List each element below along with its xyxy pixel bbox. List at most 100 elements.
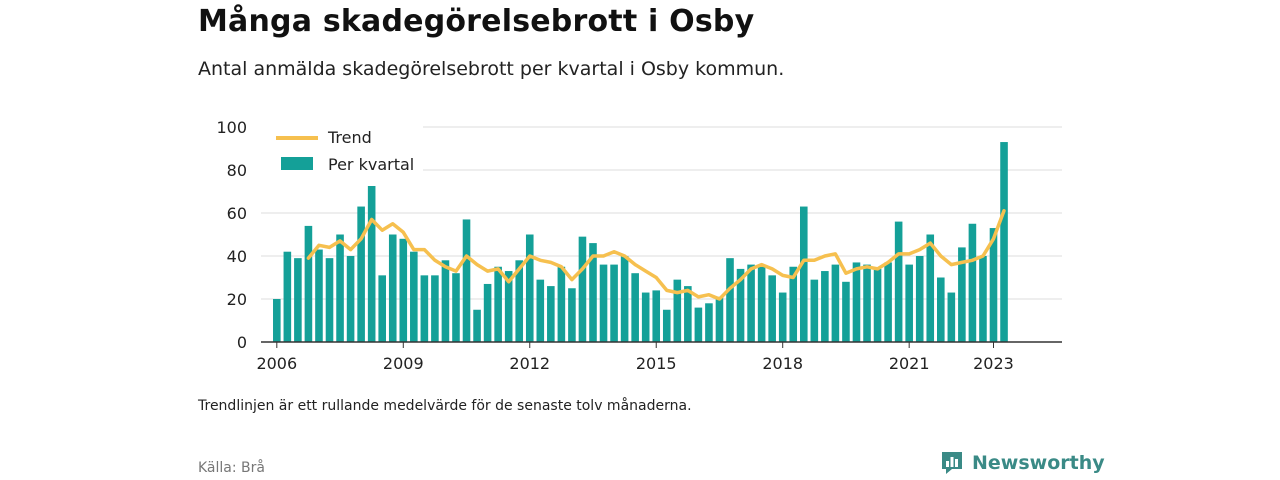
legend-bar-label: Per kvartal <box>328 155 414 174</box>
bar <box>747 264 755 342</box>
legend-trend-label: Trend <box>327 128 372 147</box>
bar <box>410 251 418 342</box>
bar <box>937 277 945 342</box>
bar <box>431 275 439 342</box>
bar <box>525 234 534 342</box>
bar <box>736 268 745 342</box>
bar <box>905 264 913 342</box>
bar <box>757 266 766 342</box>
bar <box>441 260 450 342</box>
bar <box>989 228 998 342</box>
bar <box>915 256 924 342</box>
bar <box>462 219 471 342</box>
bar <box>452 273 460 342</box>
bar <box>568 288 576 342</box>
bar <box>789 266 798 342</box>
y-tick-label: 60 <box>227 204 247 223</box>
bar <box>315 249 323 342</box>
bar <box>294 258 302 342</box>
x-tick-label: 2012 <box>509 354 550 373</box>
bar <box>357 206 365 342</box>
bar <box>367 185 376 342</box>
bar <box>831 264 840 342</box>
bar <box>715 296 724 342</box>
bar <box>304 225 313 342</box>
bar <box>694 307 703 342</box>
bar <box>483 283 492 342</box>
bar <box>926 234 935 342</box>
bar <box>504 271 513 342</box>
bar <box>610 264 618 342</box>
legend-bar-swatch <box>281 157 313 170</box>
bar <box>620 256 629 342</box>
trend-line-layer <box>306 209 1006 301</box>
bar <box>557 266 566 342</box>
brand-logo: Newsworthy <box>940 450 1105 476</box>
bar <box>726 258 734 342</box>
bar <box>599 264 608 342</box>
bar <box>947 292 956 342</box>
x-axis: 2006 2009 2012 2015 2018 2021 2023 <box>256 341 1062 373</box>
bar <box>768 275 776 342</box>
bar <box>283 251 292 342</box>
y-tick-label: 0 <box>237 333 247 352</box>
trend-line <box>306 209 1006 301</box>
bar <box>399 238 408 342</box>
bar <box>378 275 386 342</box>
bar <box>810 279 819 342</box>
bar <box>652 290 661 342</box>
bar <box>662 309 671 342</box>
y-tick-label: 80 <box>227 161 247 180</box>
bar <box>1000 142 1008 342</box>
bar <box>641 292 650 342</box>
brand-chart-icon <box>942 452 962 474</box>
bar <box>958 247 966 342</box>
x-tick-label: 2023 <box>973 354 1014 373</box>
bar <box>884 262 892 342</box>
bar-line-chart: 0 20 40 60 80 100 2006 2009 2012 2015 2018 2021 202… <box>216 118 1062 373</box>
bar <box>873 268 882 342</box>
bar <box>273 299 281 342</box>
chart-title: Många skadegörelsebrott i Osby <box>198 4 755 39</box>
legend: Trend Per kvartal <box>258 118 423 186</box>
y-axis-tick-labels: 0 20 40 60 80 100 <box>216 118 247 352</box>
bar <box>778 292 787 342</box>
source-label: Källa: Brå <box>198 460 265 476</box>
bar <box>673 279 682 342</box>
y-tick-label: 100 <box>216 118 247 137</box>
brand-name: Newsworthy <box>972 452 1105 474</box>
x-tick-label: 2015 <box>636 354 677 373</box>
bar <box>589 243 597 342</box>
bar <box>894 221 903 342</box>
bar <box>325 258 334 342</box>
bar <box>821 271 829 342</box>
bar <box>346 256 355 342</box>
bar <box>705 303 713 342</box>
bar <box>578 236 587 342</box>
bar <box>979 256 987 342</box>
legend-background <box>258 118 423 186</box>
x-tick-label: 2006 <box>256 354 297 373</box>
x-tick-label: 2021 <box>889 354 930 373</box>
bar <box>863 264 871 342</box>
bars <box>273 142 1008 342</box>
y-tick-label: 40 <box>227 247 247 266</box>
x-tick-label: 2009 <box>383 354 424 373</box>
bar <box>968 223 977 342</box>
x-tick-label: 2018 <box>762 354 803 373</box>
bar <box>684 286 692 342</box>
chart-subtitle: Antal anmälda skadegörelsebrott per kvar… <box>198 58 785 80</box>
bar <box>547 286 555 342</box>
bar <box>842 281 850 342</box>
footnote: Trendlinjen är ett rullande medelvärde f… <box>198 398 692 414</box>
bar <box>336 234 344 342</box>
y-tick-label: 20 <box>227 290 247 309</box>
bar <box>420 275 429 342</box>
bar <box>494 266 502 342</box>
bar <box>473 309 481 342</box>
bar <box>852 262 861 342</box>
bar <box>631 273 639 342</box>
bar <box>388 234 397 342</box>
bar <box>536 279 545 342</box>
bar <box>799 206 808 342</box>
